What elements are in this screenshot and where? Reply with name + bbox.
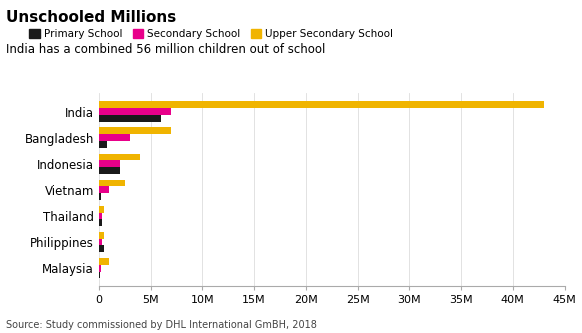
Legend: Primary School, Secondary School, Upper Secondary School: Primary School, Secondary School, Upper …: [25, 25, 398, 43]
Text: India has a combined 56 million children out of school: India has a combined 56 million children…: [6, 43, 325, 56]
Bar: [99, 206, 104, 212]
Bar: [99, 101, 544, 108]
Bar: [99, 239, 102, 245]
Text: Source: Study commissioned by DHL International GmBH, 2018: Source: Study commissioned by DHL Intern…: [6, 320, 317, 330]
Bar: [99, 258, 109, 265]
Bar: [99, 271, 100, 278]
Bar: [99, 179, 125, 186]
Bar: [99, 160, 120, 167]
Bar: [99, 167, 120, 174]
Bar: [99, 186, 109, 193]
Text: Unschooled Millions: Unschooled Millions: [6, 10, 176, 25]
Bar: [99, 128, 171, 134]
Bar: [99, 219, 102, 226]
Bar: [99, 154, 140, 160]
Bar: [99, 134, 130, 141]
Bar: [99, 212, 102, 219]
Bar: [99, 108, 171, 115]
Bar: [99, 141, 107, 148]
Bar: [99, 245, 104, 252]
Bar: [99, 232, 104, 239]
Bar: [99, 193, 101, 200]
Bar: [99, 265, 101, 271]
Bar: [99, 115, 161, 122]
